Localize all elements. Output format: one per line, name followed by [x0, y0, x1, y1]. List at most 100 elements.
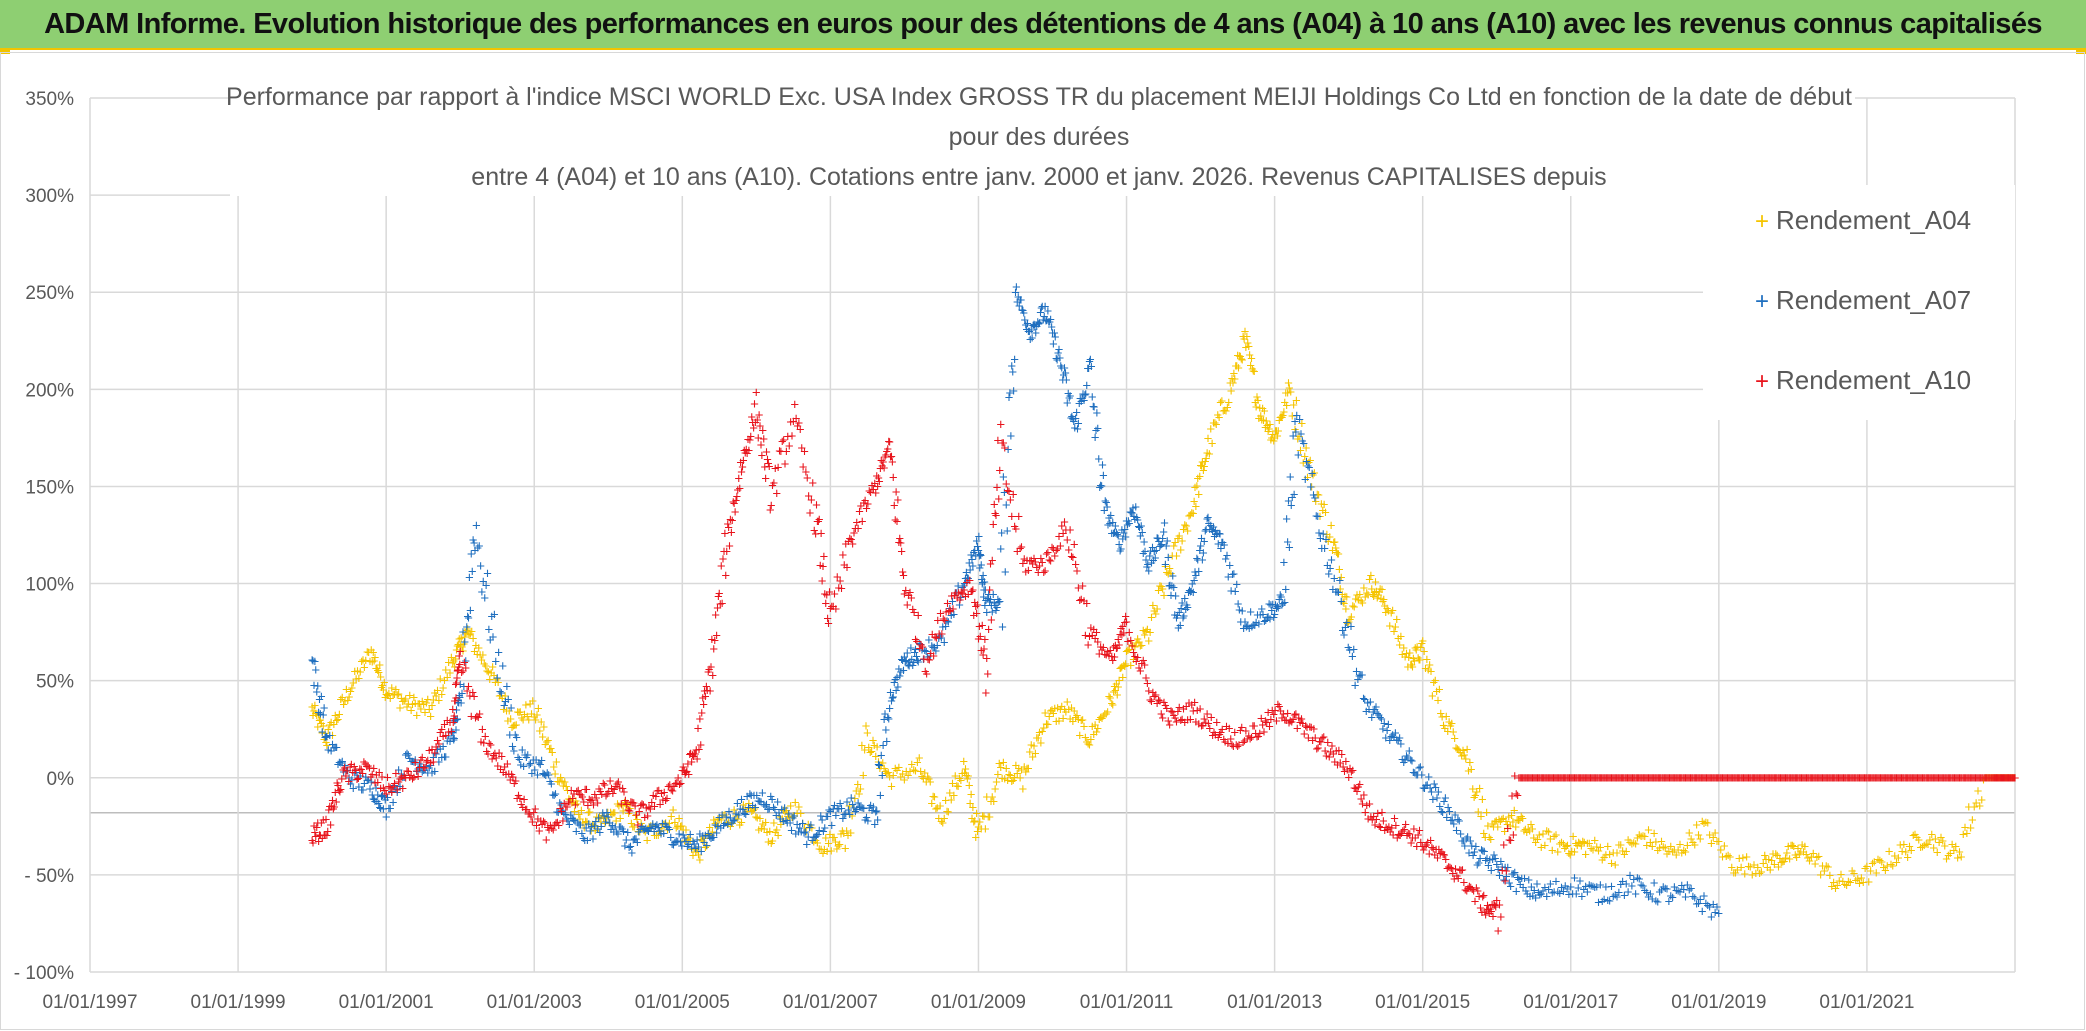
data-point: + [764, 834, 773, 851]
data-point: + [339, 696, 348, 713]
data-point: + [776, 811, 785, 828]
data-point: + [1587, 841, 1596, 858]
data-point: + [1659, 839, 1668, 856]
data-point: + [719, 818, 728, 835]
data-point: + [929, 648, 938, 665]
data-point: + [511, 727, 520, 744]
data-point: + [969, 545, 978, 562]
data-point: + [484, 664, 493, 681]
data-point: + [1261, 419, 1270, 436]
data-point: + [1750, 857, 1759, 874]
data-point: + [857, 800, 866, 817]
data-point: + [739, 797, 748, 814]
data-point: + [721, 816, 730, 833]
data-point: + [914, 607, 923, 624]
data-point: + [758, 816, 767, 833]
legend-label-a10: Rendement_A10 [1776, 365, 1971, 395]
y-tick-label: - 50% [24, 866, 74, 887]
data-point: + [680, 830, 689, 847]
data-point: + [661, 815, 670, 832]
data-point: + [852, 783, 861, 800]
data-point: + [709, 812, 718, 829]
data-point: + [1539, 826, 1548, 843]
data-point: + [368, 787, 377, 804]
data-point: + [1093, 420, 1102, 437]
data-point: + [441, 749, 450, 766]
data-point: + [1511, 819, 1520, 836]
data-point: + [555, 795, 564, 812]
data-point: + [1347, 618, 1356, 635]
data-point: + [316, 712, 325, 729]
data-point: + [1082, 596, 1091, 613]
data-point: + [456, 637, 465, 654]
data-point: + [350, 664, 359, 681]
data-point: + [544, 767, 553, 784]
data-point: + [366, 781, 375, 798]
data-point: + [363, 644, 372, 661]
data-point: + [858, 800, 867, 817]
data-point: + [1753, 860, 1762, 877]
data-point: + [1150, 603, 1159, 620]
data-point: + [522, 697, 531, 714]
data-point: + [467, 623, 476, 640]
data-point: + [1446, 718, 1455, 735]
data-point: + [1970, 799, 1979, 816]
data-point: + [1343, 616, 1352, 633]
data-point: + [1677, 845, 1686, 862]
data-point: + [690, 841, 699, 858]
data-point: + [349, 781, 358, 798]
data-point: + [483, 663, 492, 680]
data-point: + [490, 606, 499, 623]
data-point: + [1546, 831, 1555, 848]
data-point: + [820, 841, 829, 858]
data-point: + [328, 736, 337, 753]
data-point: + [314, 707, 323, 724]
data-point: + [1057, 360, 1066, 377]
data-point: + [871, 804, 880, 821]
data-point: + [528, 766, 537, 783]
data-point: + [1020, 312, 1029, 329]
data-point: + [1555, 836, 1564, 853]
data-point: + [1429, 675, 1438, 692]
data-point: + [634, 824, 643, 841]
data-point: + [800, 443, 809, 460]
data-point: + [469, 630, 478, 647]
data-point: + [1339, 594, 1348, 611]
data-point: + [1397, 629, 1406, 646]
data-point: + [797, 824, 806, 841]
data-point: + [477, 652, 486, 669]
data-point: + [435, 693, 444, 710]
data-point: + [1576, 835, 1585, 852]
data-point: + [418, 694, 427, 711]
data-point: + [1180, 517, 1189, 534]
data-point: + [502, 703, 511, 720]
data-point: + [1670, 842, 1679, 859]
data-point: + [837, 826, 846, 843]
data-point: + [896, 664, 905, 681]
data-point: + [1081, 729, 1090, 746]
data-point: + [1988, 770, 1997, 787]
data-point: + [790, 808, 799, 825]
data-point: + [991, 598, 1000, 615]
data-point: + [655, 823, 664, 840]
data-point: + [1478, 792, 1487, 809]
x-tick-label: 01/01/2013 [1227, 992, 1322, 1013]
data-point: + [450, 713, 459, 730]
data-point: + [439, 680, 448, 697]
data-point: + [1146, 625, 1155, 642]
data-point: + [691, 841, 700, 858]
data-point: + [517, 710, 526, 727]
data-point: + [1846, 874, 1855, 891]
data-point: + [1080, 719, 1089, 736]
data-point: + [563, 783, 572, 800]
data-point: + [761, 798, 770, 815]
data-point: + [332, 713, 341, 730]
data-point: + [1279, 408, 1288, 425]
data-point: + [525, 757, 534, 774]
data-point: + [1424, 662, 1433, 679]
chart-title-box: Performance par rapport à l'indice MSCI … [226, 78, 1855, 196]
data-point: + [827, 843, 836, 860]
data-point: + [1888, 858, 1897, 875]
data-point: + [326, 817, 335, 834]
data-point: + [341, 693, 350, 710]
